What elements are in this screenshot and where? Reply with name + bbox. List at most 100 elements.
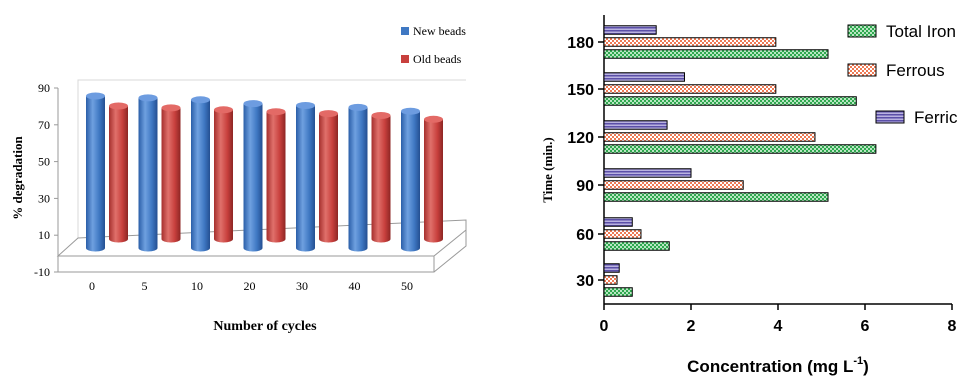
bar-body — [371, 115, 391, 243]
bar-total-iron-120 — [603, 144, 877, 154]
bar-cap — [161, 104, 181, 112]
bar-ferrous-90 — [603, 180, 744, 190]
bar-cap — [371, 112, 391, 119]
y-tick-labels: 30 60 90 120 150 180 — [567, 35, 604, 290]
x-axis-title-main: Concentration (mg L — [687, 357, 853, 376]
bar-new-beads-30 — [296, 102, 315, 252]
bar-ferrous-30 — [603, 275, 618, 285]
bar-cap — [138, 94, 158, 102]
legend-swatch-total-iron — [847, 24, 877, 38]
legend-label-ferrous: Ferrous — [886, 61, 945, 80]
bar-body — [348, 107, 368, 252]
bar-body — [191, 99, 210, 252]
bar-ferric-120 — [603, 120, 668, 130]
x-tick-labels: 0 2 4 6 8 — [600, 304, 957, 335]
x-tick-label: 20 — [244, 279, 256, 293]
x-axis-title-suffix: ) — [863, 357, 869, 376]
y-tick-label: -10 — [34, 265, 50, 279]
bar-cap — [266, 108, 286, 116]
legend-swatch-ferrous — [847, 63, 877, 77]
x-tick-label: 30 — [296, 279, 308, 293]
bar-ferrous-120 — [603, 132, 816, 142]
bar-cap — [401, 107, 420, 115]
bar-body — [86, 96, 105, 252]
bar-new-beads-5 — [138, 94, 158, 252]
bar-cap — [348, 103, 368, 111]
legend: Total Iron Ferrous Ferric — [847, 22, 958, 127]
x-axis-title-superscript: -1 — [853, 355, 863, 367]
bar-total-iron-90 — [603, 192, 829, 202]
y-tick-label: 90 — [38, 81, 50, 95]
bar-cap — [319, 110, 338, 118]
bar-cap — [86, 92, 105, 100]
y-axis-title: % degradation — [10, 136, 25, 220]
y-tick-label: 30 — [38, 191, 50, 205]
bar-body — [161, 107, 181, 243]
bar-body — [424, 119, 443, 243]
x-tick-labels: 0 5 10 20 30 40 50 — [89, 279, 413, 293]
y-tick-label: 90 — [576, 178, 594, 195]
x-tick-label: 0 — [89, 279, 95, 293]
y-tick-label: 50 — [38, 155, 50, 169]
x-tick-label: 40 — [349, 279, 361, 293]
bar-old-beads-20 — [266, 108, 286, 243]
back-wall — [77, 79, 466, 250]
bar-body — [243, 103, 263, 252]
y-tick-label: 70 — [38, 118, 50, 132]
x-tick-label: 0 — [600, 318, 609, 335]
bar-ferrous-60 — [603, 229, 642, 239]
floor-side-edge — [433, 230, 467, 273]
x-tick-label: 10 — [191, 279, 203, 293]
bar-ferric-150 — [603, 72, 685, 82]
y-tick-label: 60 — [576, 227, 594, 244]
bar-ferrous-180 — [603, 37, 777, 47]
y-tick-label: 180 — [567, 35, 594, 52]
bar-body — [296, 105, 315, 252]
bar-body — [319, 113, 338, 243]
y-tick-label: 10 — [38, 228, 50, 242]
legend-swatch-new-beads — [401, 27, 409, 35]
y-axis-title: Time (min.) — [540, 137, 555, 202]
bar-new-beads-20 — [243, 100, 263, 252]
degradation-chart: -10 10 30 50 70 90 0 5 10 20 30 40 50 % degradation… — [10, 24, 467, 334]
bar-cap — [191, 96, 210, 104]
legend-label-total-iron: Total Iron — [886, 22, 956, 41]
legend-swatch-ferric — [875, 110, 905, 124]
legend-label-new-beads: New beads — [413, 24, 466, 38]
bar-total-iron-60 — [603, 241, 670, 251]
legend-swatch-old-beads — [401, 55, 409, 63]
x-tick-label: 4 — [774, 318, 783, 335]
legend-label-old-beads: Old beads — [413, 52, 462, 66]
x-tick-label: 5 — [142, 279, 148, 293]
bar-cap — [214, 106, 233, 114]
x-tick-label: 50 — [401, 279, 413, 293]
y-tick-label: 120 — [567, 130, 594, 147]
x-axis-title: Number of cycles — [213, 319, 317, 334]
x-tick-label: 6 — [861, 318, 870, 335]
bar-total-iron-30 — [603, 287, 633, 297]
bar-new-beads-0 — [86, 92, 105, 252]
bar-ferric-60 — [603, 217, 633, 227]
bar-body — [266, 111, 286, 243]
bar-old-beads-5 — [161, 104, 181, 243]
y-tick-labels: -10 10 30 50 70 90 — [34, 81, 58, 279]
legend-label-ferric: Ferric — [914, 108, 958, 127]
bar-cap — [424, 115, 443, 123]
legend: New beads Old beads — [401, 24, 466, 66]
bar-new-beads-40 — [348, 103, 368, 252]
bar-ferric-90 — [603, 168, 692, 178]
bar-series-group — [603, 25, 877, 297]
bar-series-group — [86, 92, 443, 252]
bar-cap — [296, 102, 315, 109]
bar-body — [401, 111, 420, 252]
bar-total-iron-180 — [603, 49, 829, 59]
bar-total-iron-150 — [603, 96, 857, 106]
bar-old-beads-10 — [214, 106, 233, 243]
x-tick-label: 2 — [687, 318, 696, 335]
bar-old-beads-0 — [109, 102, 128, 243]
bar-body — [138, 97, 158, 252]
bar-old-beads-40 — [371, 112, 391, 243]
bar-ferrous-150 — [603, 84, 777, 94]
floor-front-edge — [57, 256, 435, 273]
